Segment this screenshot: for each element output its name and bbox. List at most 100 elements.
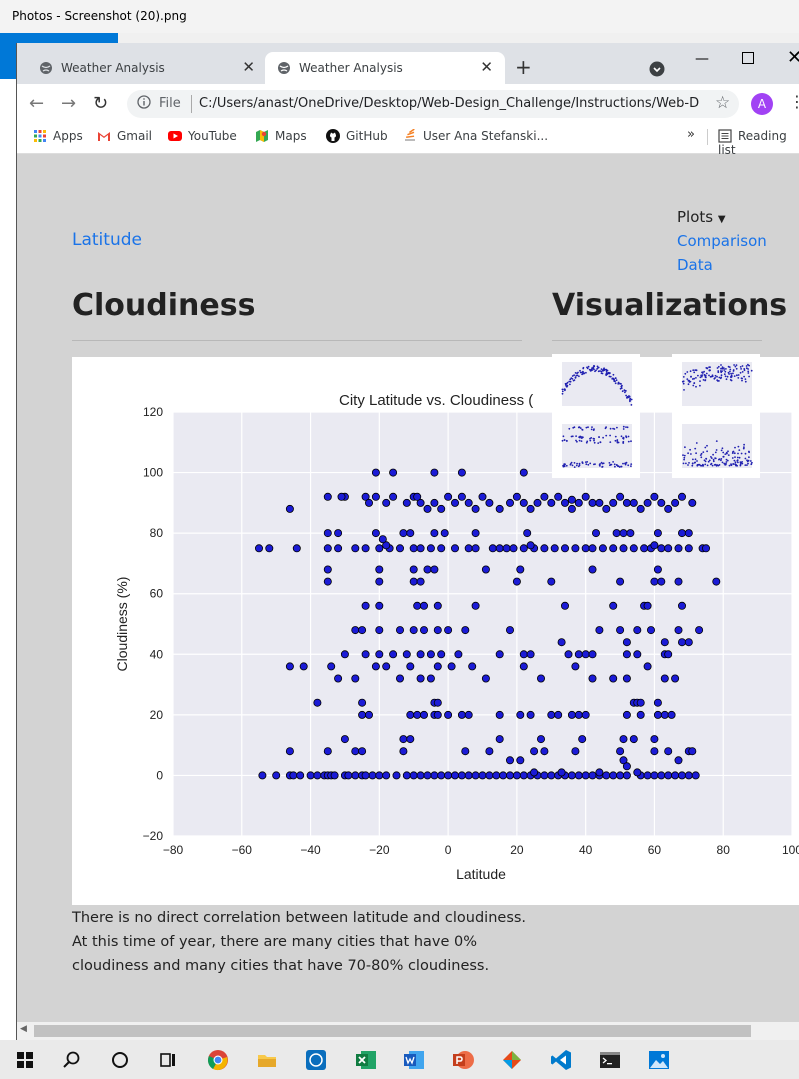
thumbnail-point [607, 371, 610, 374]
data-point [560, 601, 569, 610]
task-view-icon[interactable] [157, 1049, 179, 1071]
thumbnail-point [597, 367, 599, 369]
thumbnail-plot-area [682, 424, 752, 468]
file-explorer-icon[interactable] [256, 1049, 278, 1071]
bookmark-gmail[interactable]: Gmail [97, 129, 152, 143]
excel-icon[interactable] [355, 1049, 377, 1071]
thumbnail-point [741, 371, 744, 373]
maximize-icon[interactable] [742, 52, 754, 64]
scroll-left-icon[interactable]: ◀ [20, 1024, 27, 1034]
nav-link-latitude[interactable]: Latitude [72, 230, 142, 250]
bookmarks-overflow[interactable]: » [687, 127, 695, 142]
thumbnail-point [725, 462, 727, 465]
close-icon[interactable]: ✕ [242, 58, 255, 76]
bookmark-youtube[interactable]: YouTube [168, 129, 237, 143]
thumbnail-point [688, 462, 690, 464]
data-point [495, 710, 504, 719]
thumbnail-point [587, 463, 590, 466]
data-point [323, 529, 332, 538]
data-point [616, 747, 625, 756]
terminal-icon[interactable] [599, 1049, 621, 1071]
thumbnail-point [694, 458, 697, 461]
tab-weather-analysis-2[interactable]: Weather Analysis ✕ [265, 52, 505, 84]
bookmark-apps[interactable]: Apps [33, 129, 83, 143]
thumbnail-humidity[interactable] [672, 354, 760, 416]
thumbnail-point [683, 456, 686, 459]
chrome-icon[interactable] [207, 1049, 229, 1071]
thumbnail-point [690, 376, 692, 378]
menu-item-data[interactable]: Data [677, 256, 713, 274]
data-point [413, 710, 422, 719]
scrollbar-thumb[interactable] [34, 1025, 751, 1037]
data-point [530, 747, 539, 756]
x-tick-label: −20 [369, 843, 390, 857]
minimize-icon[interactable]: — [695, 51, 709, 67]
data-point [471, 529, 480, 538]
address-bar[interactable]: File C:/Users/anast/OneDrive/Desktop/Web… [127, 90, 739, 118]
thumbnail-point [750, 369, 753, 372]
profile-avatar[interactable]: A [751, 93, 773, 115]
star-icon[interactable]: ☆ [715, 93, 731, 113]
photos-icon[interactable] [648, 1049, 670, 1071]
data-point [450, 498, 459, 507]
close-window-icon[interactable]: ✕ [787, 47, 799, 68]
data-point [650, 747, 659, 756]
thumbnail-point [743, 375, 745, 378]
thumbnail-point [704, 446, 707, 449]
thumbnail-wind-speed[interactable] [672, 416, 760, 478]
data-point [595, 626, 604, 635]
data-point [358, 626, 367, 635]
bookmark-reading-list[interactable]: Reading list [718, 129, 799, 157]
plots-dropdown[interactable]: Plots ▼ [677, 208, 726, 226]
data-point [378, 535, 387, 544]
data-point [684, 529, 693, 538]
thumbnail-cloudiness[interactable] [552, 416, 640, 478]
y-tick-label: 120 [143, 405, 163, 419]
info-icon[interactable] [137, 95, 151, 109]
close-icon[interactable]: ✕ [480, 58, 493, 76]
data-point [395, 674, 404, 683]
data-point [433, 626, 442, 635]
thumbnail-point [728, 464, 731, 467]
bookmark-user[interactable]: User Ana Stefanski... [403, 129, 548, 143]
thumbnail-point [736, 456, 739, 459]
bookmark-github[interactable]: GitHub [326, 129, 388, 143]
menu-item-comparison[interactable]: Comparison [677, 232, 767, 250]
menu-icon[interactable]: ⋮ [789, 92, 799, 111]
thumbnail-temperature[interactable] [552, 354, 640, 416]
search-icon[interactable] [61, 1049, 83, 1071]
cortana-icon[interactable] [109, 1049, 131, 1071]
data-point [361, 771, 370, 780]
data-point [389, 650, 398, 659]
bookmark-maps[interactable]: Maps [255, 129, 307, 143]
reload-icon[interactable]: ↻ [93, 93, 109, 114]
forward-icon[interactable]: → [61, 93, 77, 114]
tab-weather-analysis-1[interactable]: Weather Analysis ✕ [27, 52, 267, 84]
windows-start-icon[interactable] [14, 1049, 36, 1071]
thumbnail-point [722, 455, 725, 458]
vscode-icon[interactable] [550, 1049, 572, 1071]
data-point [382, 662, 391, 671]
data-point [416, 771, 425, 780]
back-icon[interactable]: ← [29, 93, 45, 114]
address-url[interactable]: C:/Users/anast/OneDrive/Desktop/Web-Desi… [199, 96, 699, 111]
data-point [664, 504, 673, 513]
new-tab-icon[interactable]: + [515, 55, 532, 79]
word-icon[interactable] [403, 1049, 425, 1071]
data-point [409, 544, 418, 553]
app-icon[interactable] [501, 1049, 523, 1071]
horizontal-scrollbar[interactable]: ◀ [17, 1022, 799, 1040]
data-point [671, 771, 680, 780]
thumbnail-point [616, 426, 618, 429]
x-tick-label: 20 [510, 843, 524, 857]
data-point [358, 747, 367, 756]
thumbnail-point [687, 464, 689, 466]
dell-icon[interactable] [305, 1049, 327, 1071]
thumbnail-point [625, 426, 627, 428]
tab-search-icon[interactable] [649, 61, 665, 77]
powerpoint-icon[interactable] [452, 1049, 474, 1071]
thumbnail-point [581, 371, 583, 374]
thumbnail-point [750, 463, 753, 466]
data-point [471, 504, 480, 513]
thumbnail-point [702, 464, 705, 467]
